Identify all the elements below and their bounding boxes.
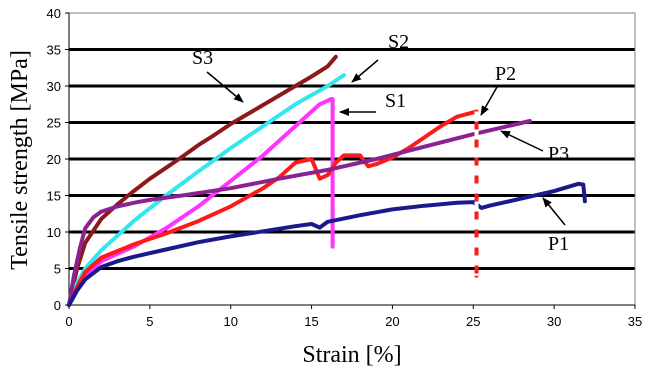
y-tick-label-3: 15 (47, 189, 61, 204)
annotation-label-s1: S1 (385, 90, 406, 112)
y-tick-label-6: 30 (47, 79, 61, 94)
annotation-label-s2: S2 (388, 31, 409, 53)
x-tick-label-6: 30 (547, 314, 561, 329)
x-tick-label-7: 35 (628, 314, 642, 329)
y-tick-label-2: 10 (47, 225, 61, 240)
annotation-label-p3: P3 (548, 143, 569, 165)
y-tick-label-0: 0 (54, 298, 61, 313)
annotation-label-s3: S3 (192, 47, 213, 69)
series-lines (67, 54, 587, 307)
x-tick-label-5: 25 (466, 314, 480, 329)
y-tick-label-7: 35 (47, 43, 61, 58)
annotation-arrow-s2 (351, 59, 379, 83)
y-tick-label-8: 40 (47, 6, 61, 21)
x-tick-label-3: 15 (304, 314, 318, 329)
x-tick-label-0: 0 (65, 314, 72, 329)
annotation-label-p1: P1 (548, 233, 569, 255)
series-line-p1 (67, 181, 587, 307)
series-line-s3 (67, 54, 338, 307)
annotation-arrow-s3 (206, 71, 244, 103)
y-tick-label-1: 5 (54, 262, 61, 277)
x-tick-label-1: 5 (146, 314, 153, 329)
x-axis-title: Strain [%] (302, 342, 401, 368)
series-annotations: S3 S2 S1 P2 P3 P1 (192, 31, 569, 255)
annotation-arrow-p1 (542, 197, 566, 226)
axis-ticks: 0 5 10 15 20 25 30 35 0 5 10 15 20 25 30 35 40 (47, 6, 643, 329)
y-tick-label-4: 20 (47, 152, 61, 167)
annotation-arrow-p2 (480, 86, 498, 116)
annotation-label-p2: P2 (495, 63, 516, 85)
series-line-s1 (67, 97, 335, 307)
series-line-p3 (67, 119, 532, 307)
y-axis-title: Tensile strength [MPa] (7, 50, 33, 270)
x-tick-label-2: 10 (223, 314, 237, 329)
annotation-arrow-p3 (500, 130, 544, 152)
series-line-p2 (67, 109, 479, 307)
y-tick-label-5: 25 (47, 116, 61, 131)
x-tick-label-4: 20 (385, 314, 399, 329)
